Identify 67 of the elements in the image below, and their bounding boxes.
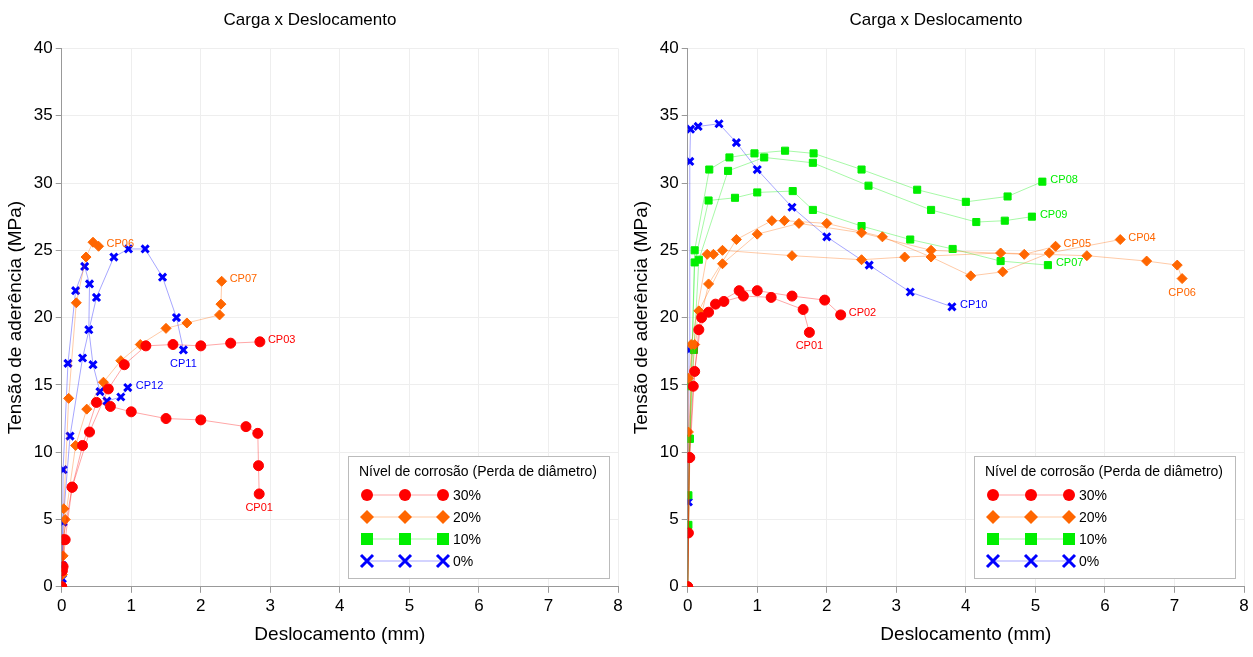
legend-label: 20% bbox=[1078, 508, 1107, 525]
y-tick-label: 35 bbox=[659, 105, 679, 125]
legend-label: 30% bbox=[1078, 486, 1107, 503]
y-tick-label: 20 bbox=[33, 307, 53, 327]
annotation: CP12 bbox=[135, 378, 164, 391]
annotation: CP11 bbox=[170, 356, 197, 369]
x-tick-label: 4 bbox=[335, 595, 345, 615]
y-tick-label: 35 bbox=[33, 105, 53, 125]
y-tick-label: 30 bbox=[659, 172, 679, 192]
y-tick-label: 0 bbox=[43, 576, 53, 596]
x-tick-label: 5 bbox=[404, 595, 415, 615]
y-axis-title: Tensão de aderência (MPa) bbox=[3, 200, 25, 435]
annotation: CP06 bbox=[1168, 285, 1196, 298]
y-tick-label: 25 bbox=[33, 239, 53, 259]
x-tick-label: 3 bbox=[265, 595, 276, 615]
annotation: CP03 bbox=[267, 332, 296, 345]
annotation: CP10 bbox=[959, 297, 988, 310]
legend-title: Nível de corrosão (Perda de diâmetro) bbox=[984, 462, 1223, 479]
x-axis-title: Deslocamento (mm) bbox=[254, 622, 426, 644]
annotation: CP01 bbox=[245, 500, 273, 513]
x-tick-label: 1 bbox=[752, 595, 762, 615]
y-tick-label: 0 bbox=[669, 576, 679, 596]
y-tick-label: 5 bbox=[669, 509, 679, 529]
annotation: CP08 bbox=[1050, 172, 1078, 185]
annotation: CP06 bbox=[106, 237, 135, 250]
y-tick-label: 40 bbox=[33, 38, 53, 58]
legend-label: 20% bbox=[452, 508, 481, 525]
annotation: CP07 bbox=[229, 272, 258, 285]
x-tick-label: 8 bbox=[613, 595, 623, 615]
x-tick-label: 0 bbox=[682, 595, 693, 615]
legend-label: 10% bbox=[1078, 530, 1107, 547]
x-tick-label: 7 bbox=[543, 595, 554, 615]
y-tick-label: 15 bbox=[659, 374, 679, 394]
legend-label: 0% bbox=[1078, 552, 1100, 569]
x-tick-label: 0 bbox=[56, 595, 67, 615]
x-tick-label: 2 bbox=[196, 595, 206, 615]
x-tick-label: 5 bbox=[1030, 595, 1041, 615]
x-tick-label: 6 bbox=[1100, 595, 1110, 615]
annotation: CP01 bbox=[795, 339, 824, 352]
annotation: CP07 bbox=[1055, 256, 1084, 269]
annotation: CP02 bbox=[848, 305, 877, 318]
y-tick-label: 5 bbox=[43, 509, 53, 529]
legend-label: 0% bbox=[452, 552, 474, 569]
legend-title: Nível de corrosão (Perda de diâmetro) bbox=[358, 462, 597, 479]
x-tick-label: 2 bbox=[822, 595, 832, 615]
y-tick-label: 10 bbox=[659, 441, 679, 461]
y-tick-label: 25 bbox=[659, 239, 679, 259]
y-tick-label: 30 bbox=[33, 172, 53, 192]
x-tick-label: 1 bbox=[126, 595, 136, 615]
x-tick-label: 6 bbox=[474, 595, 484, 615]
x-axis-title: Deslocamento (mm) bbox=[880, 622, 1052, 644]
x-tick-label: 8 bbox=[1239, 595, 1249, 615]
annotation: CP05 bbox=[1063, 237, 1092, 250]
legend-label: 10% bbox=[452, 530, 481, 547]
y-axis-title: Tensão de aderência (MPa) bbox=[629, 200, 651, 435]
x-tick-label: 4 bbox=[961, 595, 971, 615]
y-tick-label: 15 bbox=[33, 374, 53, 394]
chart-title: Carga x Deslocamento bbox=[223, 9, 397, 29]
x-tick-label: 3 bbox=[891, 595, 902, 615]
chart-title: Carga x Deslocamento bbox=[849, 9, 1023, 29]
y-tick-label: 10 bbox=[33, 441, 53, 461]
x-tick-label: 7 bbox=[1169, 595, 1180, 615]
y-tick-label: 40 bbox=[659, 38, 679, 58]
annotation: CP04 bbox=[1128, 230, 1156, 243]
annotation: CP09 bbox=[1039, 207, 1068, 220]
y-tick-label: 20 bbox=[659, 307, 679, 327]
legend-label: 30% bbox=[452, 486, 481, 503]
